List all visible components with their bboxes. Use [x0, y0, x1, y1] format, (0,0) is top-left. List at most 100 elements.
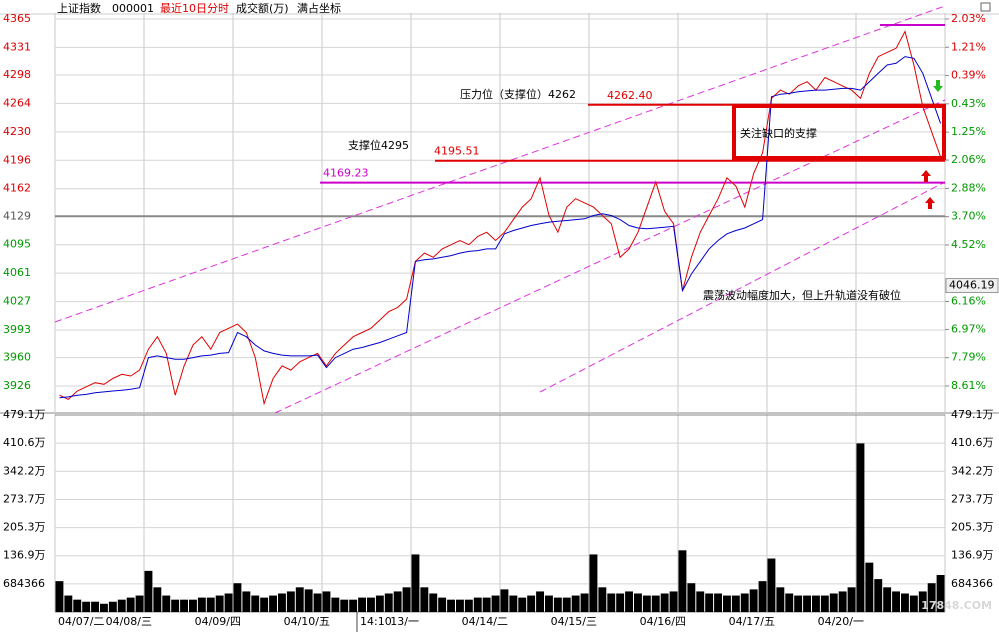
annotation: 关注缺口的支撑	[740, 126, 817, 140]
y-tick-label: 136.9万	[3, 549, 46, 562]
volume-bar	[55, 581, 64, 612]
y-tick-label: 136.9万	[951, 549, 994, 562]
y-tick-label: 684366	[951, 577, 993, 590]
volume-bar	[847, 587, 856, 612]
volume-bar	[260, 597, 269, 612]
y-tick-label: 410.6万	[3, 436, 46, 449]
volume-bar	[607, 593, 616, 612]
volume-bar	[73, 599, 82, 612]
volume-bar	[269, 595, 277, 612]
volume-bar	[740, 593, 749, 612]
y2-tick-label: 2.03%	[951, 12, 986, 25]
x-tick-label: 04/17/五	[729, 615, 775, 628]
y-tick-label: 684366	[3, 577, 45, 590]
volume-bar	[856, 443, 865, 612]
volume-bar	[696, 591, 705, 612]
y2-tick-label: 2.88%	[951, 181, 986, 194]
window-icon[interactable]	[980, 2, 991, 12]
volume-bar	[304, 589, 313, 612]
last-price: 4046.19	[949, 279, 995, 292]
volume-bar	[135, 595, 144, 612]
volume-bar	[723, 595, 731, 612]
volume-bar	[536, 591, 544, 612]
volume-bar	[108, 601, 117, 612]
volume-bar	[82, 601, 91, 612]
y-tick-label: 3926	[3, 379, 31, 392]
volume-bar	[776, 587, 785, 612]
y-tick-label: 479.1万	[3, 408, 46, 421]
y-tick-label: 205.3万	[951, 521, 994, 534]
level-label: 4169.23	[323, 167, 369, 180]
volume-bar	[464, 599, 473, 612]
volume-bar	[251, 595, 260, 612]
volume-bar	[705, 593, 714, 612]
volume-label: 成交额(万)	[236, 1, 289, 15]
y-tick-label: 479.1万	[951, 408, 994, 421]
volume-bar	[571, 595, 580, 612]
volume-bar	[616, 593, 625, 612]
volume-bar	[197, 597, 206, 612]
volume-bar	[242, 591, 251, 612]
volume-bar	[189, 599, 197, 612]
volume-bar	[874, 579, 883, 612]
volume-bar	[171, 599, 180, 612]
volume-bar	[331, 597, 340, 612]
volume-bar	[767, 558, 776, 612]
volume-bar	[909, 595, 918, 612]
y-tick-label: 4264	[3, 96, 31, 109]
up-arrow	[921, 170, 931, 182]
volume-bar	[731, 595, 740, 612]
volume-bar	[482, 597, 491, 612]
volume-bar	[313, 593, 322, 612]
y-tick-label: 3993	[3, 323, 31, 336]
volume-bar	[580, 593, 589, 612]
y2-tick-label: 0.39%	[951, 69, 986, 82]
y2-tick-label: 6.16%	[951, 294, 986, 307]
volume-bar	[678, 550, 687, 612]
y-tick-label: 342.2万	[951, 464, 994, 477]
volume-bar	[180, 599, 188, 612]
volume-bar	[206, 597, 215, 612]
y-tick-label: 205.3万	[3, 521, 46, 534]
volume-bar	[295, 587, 304, 612]
y-tick-label: 4027	[3, 295, 31, 308]
volume-bar	[286, 591, 295, 612]
y2-tick-label: 8.61%	[951, 379, 986, 392]
volume-bar	[500, 589, 509, 612]
x-tick-label: 04/09/四	[195, 615, 241, 628]
volume-bar	[918, 591, 927, 612]
y-tick-label: 4129	[3, 209, 31, 222]
y-tick-label: 4331	[3, 40, 31, 53]
volume-bar	[794, 595, 803, 612]
x-tick-label: 04/10/五	[284, 615, 330, 628]
volume-bar	[64, 595, 73, 612]
volume-bar	[233, 583, 242, 612]
volume-bar	[456, 599, 464, 612]
volume-bar	[812, 595, 820, 612]
x-tick-label: 04/16/四	[640, 615, 686, 628]
volume-bar	[144, 570, 153, 612]
volume-bar	[153, 587, 162, 612]
volume-bar	[420, 587, 429, 612]
volume-bar	[473, 597, 482, 612]
plot	[55, 30, 945, 612]
labels: 04/07/二 04/08/三 04/09/四 04/10/五 13/一 04/14/二 0…	[3, 12, 999, 632]
channel-line	[274, 99, 946, 414]
volume-bar	[91, 601, 99, 612]
annotation: 支撑位4295	[348, 138, 409, 152]
down-arrow	[933, 80, 943, 92]
volume-bar	[865, 562, 874, 612]
volume-bar	[438, 597, 447, 612]
volume-bar	[509, 595, 518, 612]
x-tick-label: 13/一	[390, 615, 419, 628]
y2-tick-label: 2.06%	[951, 153, 986, 166]
volume-bar	[892, 591, 900, 612]
volume-bar	[224, 593, 233, 612]
annotation: 震荡波动幅度加大，但上升轨道没有破位	[703, 288, 901, 302]
volume-bar	[349, 599, 358, 612]
volume-bar	[278, 593, 286, 612]
volume-bar	[927, 583, 936, 612]
volume-bar	[785, 593, 794, 612]
volume-bar	[838, 591, 847, 612]
volume-bar	[598, 587, 607, 612]
